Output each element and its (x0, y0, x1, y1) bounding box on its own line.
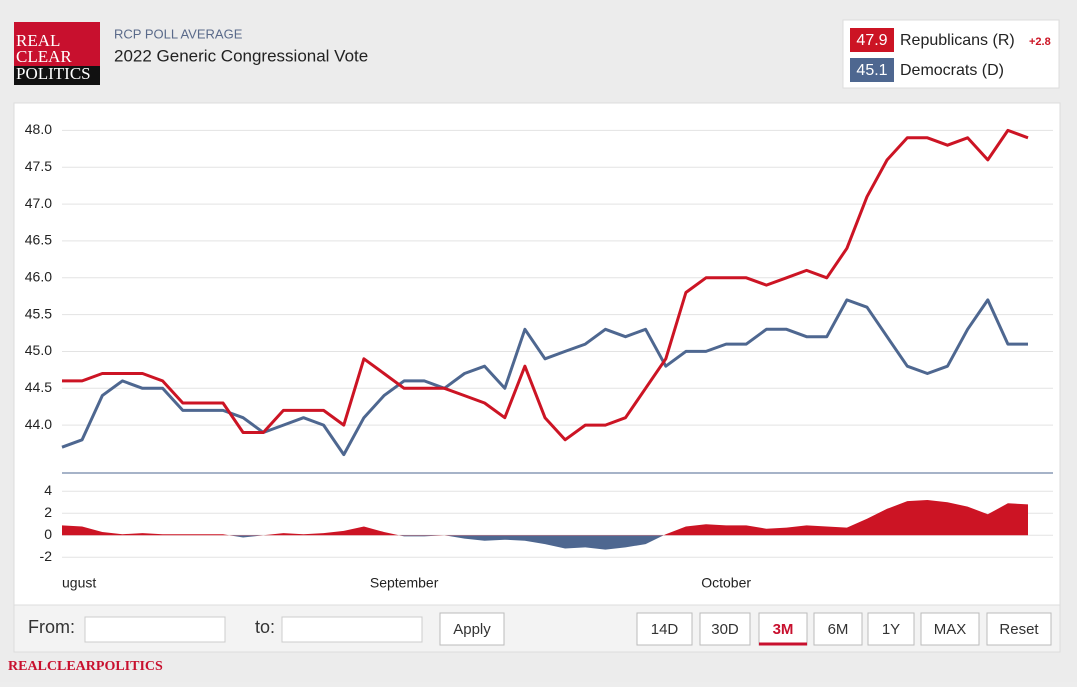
from-input[interactable] (84, 616, 226, 643)
y-tick-label: -2 (40, 548, 53, 564)
y-tick-label: 0 (44, 526, 52, 542)
range-button[interactable] (636, 612, 693, 646)
legend-swatch (850, 28, 894, 52)
logo-text: REAL (16, 31, 60, 50)
to-label: to: (255, 617, 275, 637)
title: 2022 Generic Congressional Vote (114, 46, 368, 65)
legend-name: Republicans (R) (900, 32, 1015, 49)
y-tick-label: 44.0 (25, 416, 52, 432)
apply-button[interactable] (439, 612, 505, 646)
range-label: 14D (651, 621, 679, 638)
from-label: From: (28, 617, 75, 637)
series-line (62, 128, 1029, 442)
y-tick-label: 46.5 (25, 232, 52, 248)
apply-label: Apply (453, 621, 491, 638)
range-button[interactable] (699, 612, 751, 646)
legend-value: 45.1 (856, 62, 887, 79)
range-label: Reset (999, 621, 1039, 638)
range-label: 1Y (882, 621, 900, 638)
y-tick-label: 47.0 (25, 195, 52, 211)
y-tick-label: 44.5 (25, 379, 52, 395)
range-label: 30D (711, 621, 739, 638)
legend-spread: +2.8 (1029, 36, 1051, 48)
range-label: 3M (773, 621, 794, 638)
spread-area (62, 500, 1028, 550)
x-tick-label: October (701, 575, 751, 591)
range-button[interactable] (813, 612, 863, 646)
y-tick-label: 2 (44, 504, 52, 520)
y-tick-label: 45.5 (25, 305, 52, 321)
logo-text: POLITICS (16, 64, 91, 83)
y-tick-label: 45.0 (25, 342, 52, 358)
to-input[interactable] (281, 616, 423, 643)
footer: REALCLEARPOLITICS (8, 659, 163, 674)
y-tick-label: 47.5 (25, 158, 52, 174)
y-tick-label: 46.0 (25, 268, 52, 284)
series-line (61, 298, 1028, 457)
y-tick-label: 4 (44, 482, 52, 498)
range-label: 6M (828, 621, 849, 638)
range-button[interactable] (920, 612, 980, 646)
logo-red (14, 22, 100, 66)
range-button[interactable] (986, 612, 1052, 646)
y-tick-label: 48.0 (25, 121, 52, 137)
legend-name: Democrats (D) (900, 62, 1004, 79)
range-button[interactable] (758, 612, 808, 646)
kicker: RCP POLL AVERAGE (114, 26, 243, 41)
x-tick-label: ugust (62, 575, 96, 591)
range-label: MAX (934, 621, 967, 638)
range-button[interactable] (867, 612, 915, 646)
legend-swatch (850, 58, 894, 82)
legend-value: 47.9 (856, 32, 887, 49)
logo-text: CLEAR (16, 47, 72, 66)
x-tick-label: September (370, 575, 439, 591)
